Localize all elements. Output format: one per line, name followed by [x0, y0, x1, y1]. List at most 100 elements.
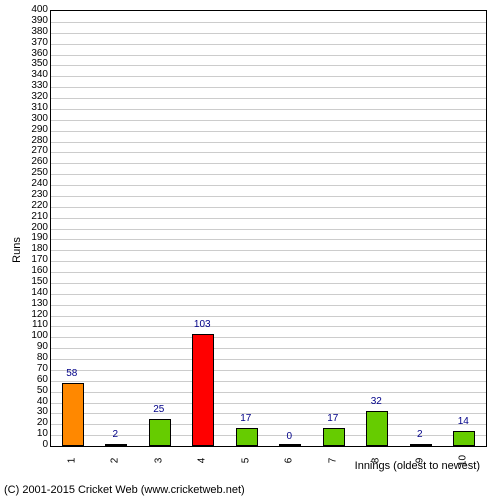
x-tick-label: 5	[240, 451, 251, 471]
bar-value-label: 58	[52, 368, 92, 379]
grid-line	[51, 22, 486, 23]
y-tick-label: 380	[18, 27, 48, 37]
grid-line	[51, 370, 486, 371]
y-tick-label: 120	[18, 310, 48, 320]
bar	[453, 431, 475, 446]
y-tick-label: 250	[18, 168, 48, 178]
copyright-text: (C) 2001-2015 Cricket Web (www.cricketwe…	[4, 484, 245, 496]
grid-line	[51, 33, 486, 34]
y-tick-label: 30	[18, 407, 48, 417]
y-tick-label: 240	[18, 179, 48, 189]
y-tick-label: 170	[18, 255, 48, 265]
bar	[410, 444, 432, 446]
bar	[236, 428, 258, 446]
y-tick-label: 210	[18, 212, 48, 222]
plot-area	[50, 10, 487, 447]
y-tick-label: 360	[18, 49, 48, 59]
y-tick-label: 190	[18, 233, 48, 243]
x-tick-label: 2	[110, 451, 121, 471]
bar	[366, 411, 388, 446]
y-tick-label: 160	[18, 266, 48, 276]
y-tick-label: 130	[18, 299, 48, 309]
grid-line	[51, 196, 486, 197]
bar-value-label: 14	[443, 416, 483, 427]
y-tick-label: 230	[18, 190, 48, 200]
grid-line	[51, 218, 486, 219]
grid-line	[51, 348, 486, 349]
y-tick-label: 180	[18, 244, 48, 254]
grid-line	[51, 294, 486, 295]
y-tick-label: 370	[18, 38, 48, 48]
y-tick-label: 90	[18, 342, 48, 352]
y-tick-label: 40	[18, 397, 48, 407]
grid-line	[51, 272, 486, 273]
grid-line	[51, 76, 486, 77]
grid-line	[51, 185, 486, 186]
grid-line	[51, 131, 486, 132]
x-tick-label: 7	[327, 451, 338, 471]
bar-value-label: 25	[139, 404, 179, 415]
grid-line	[51, 120, 486, 121]
y-tick-label: 10	[18, 429, 48, 439]
bar-value-label: 2	[95, 429, 135, 440]
y-tick-label: 60	[18, 375, 48, 385]
grid-line	[51, 239, 486, 240]
grid-line	[51, 326, 486, 327]
bar	[105, 444, 127, 446]
grid-line	[51, 316, 486, 317]
bar-value-label: 103	[182, 319, 222, 330]
grid-line	[51, 142, 486, 143]
y-tick-label: 0	[18, 440, 48, 450]
grid-line	[51, 283, 486, 284]
y-tick-label: 290	[18, 125, 48, 135]
chart-container: Runs Innings (oldest to newest) (C) 2001…	[0, 0, 500, 500]
grid-line	[51, 152, 486, 153]
grid-line	[51, 44, 486, 45]
grid-line	[51, 305, 486, 306]
bar-value-label: 17	[226, 413, 266, 424]
y-tick-label: 340	[18, 70, 48, 80]
grid-line	[51, 413, 486, 414]
bar	[62, 383, 84, 446]
y-tick-label: 200	[18, 223, 48, 233]
y-tick-label: 100	[18, 331, 48, 341]
bar-value-label: 2	[400, 429, 440, 440]
bar-value-label: 0	[269, 431, 309, 442]
y-tick-label: 70	[18, 364, 48, 374]
grid-line	[51, 109, 486, 110]
grid-line	[51, 98, 486, 99]
grid-line	[51, 392, 486, 393]
y-tick-label: 400	[18, 5, 48, 15]
y-tick-label: 110	[18, 320, 48, 330]
bar-value-label: 17	[313, 413, 353, 424]
y-tick-label: 390	[18, 16, 48, 26]
grid-line	[51, 381, 486, 382]
y-tick-label: 80	[18, 353, 48, 363]
y-tick-label: 140	[18, 288, 48, 298]
y-tick-label: 310	[18, 103, 48, 113]
grid-line	[51, 261, 486, 262]
x-tick-label: 3	[153, 451, 164, 471]
x-tick-label: 8	[371, 451, 382, 471]
grid-line	[51, 163, 486, 164]
y-tick-label: 260	[18, 157, 48, 167]
grid-line	[51, 424, 486, 425]
y-tick-label: 350	[18, 59, 48, 69]
y-tick-label: 320	[18, 92, 48, 102]
bar-value-label: 32	[356, 396, 396, 407]
x-tick-label: 6	[284, 451, 295, 471]
grid-line	[51, 87, 486, 88]
grid-line	[51, 207, 486, 208]
y-tick-label: 270	[18, 146, 48, 156]
y-tick-label: 20	[18, 418, 48, 428]
bar	[149, 419, 171, 446]
bar	[323, 428, 345, 446]
grid-line	[51, 55, 486, 56]
y-tick-label: 220	[18, 201, 48, 211]
bar	[279, 444, 301, 446]
x-tick-label: 9	[414, 451, 425, 471]
x-tick-label: 4	[197, 451, 208, 471]
y-tick-label: 300	[18, 114, 48, 124]
bar	[192, 334, 214, 446]
grid-line	[51, 250, 486, 251]
